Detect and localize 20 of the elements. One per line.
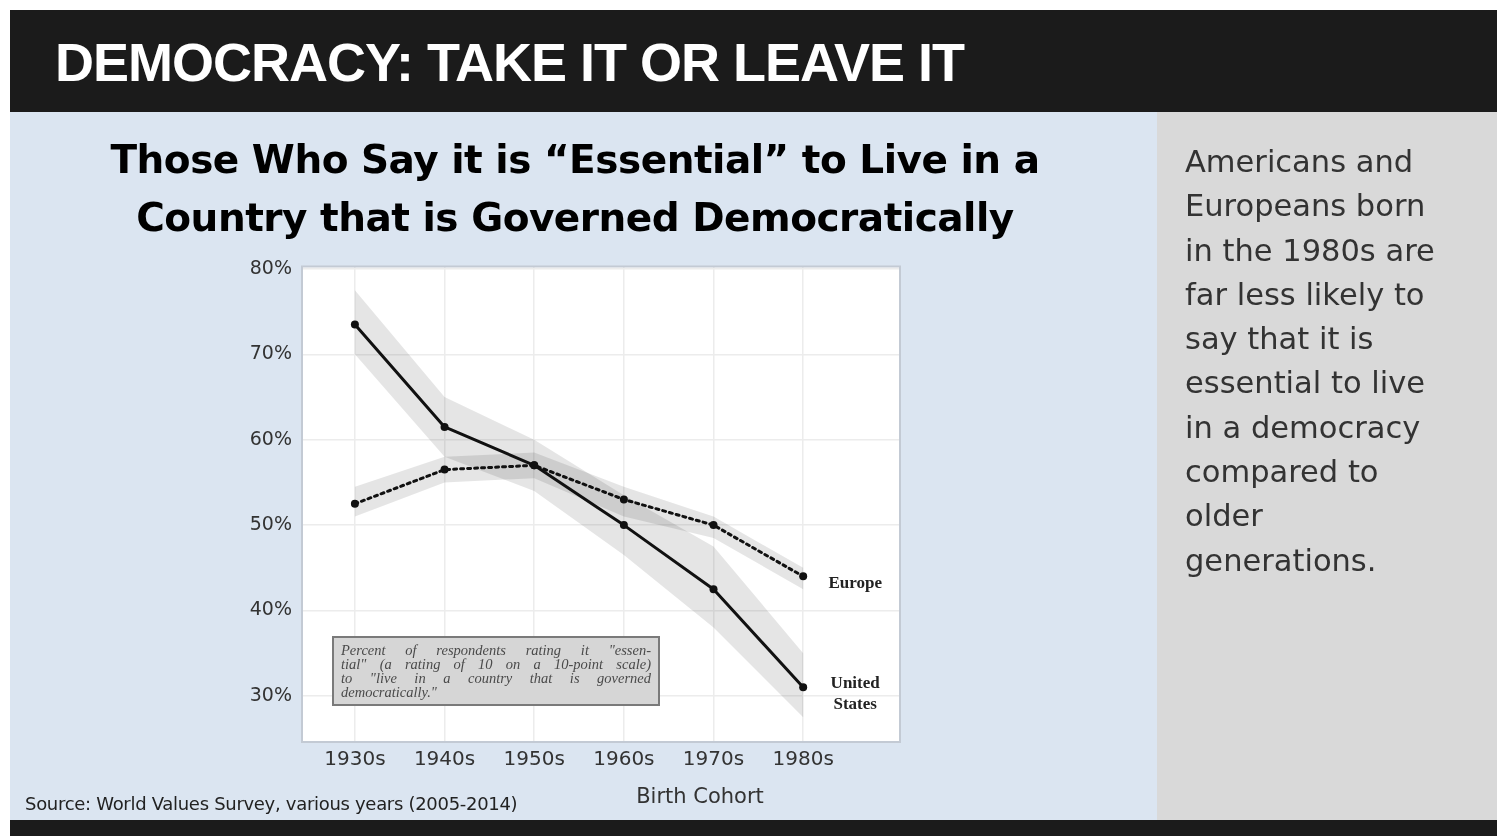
annotation: Percent of respondents rating it "essen- tial" (a rating of 10 on a 10-point scale) to "live in a country that is governed democratically." — [341, 642, 651, 700]
x-tick-label: 1970s — [682, 746, 745, 771]
series-label: United States — [830, 673, 881, 714]
y-tick-label: 50% — [249, 512, 292, 535]
series-label: Europe — [828, 572, 883, 592]
x-axis-title: Birth Cohort — [635, 784, 765, 808]
x-tick-label: 1960s — [593, 746, 655, 771]
y-tick-label: 30% — [249, 682, 292, 705]
x-tick-label: 1940s — [413, 746, 476, 771]
source-note: Source: World Values Survey, various years (2005-2014) — [25, 793, 518, 814]
text: Americans and Europeans born in the 1980s are far less likely to say that it is essential to live in a democracy compared to older generations. — [1185, 144, 1435, 578]
chart-title: DEMOCRACY: TAKE IT OR LEAVE IT — [55, 32, 964, 92]
chart-subtitle: Those Who Say it is “Essential” to Live in a Country that is Governed Democratically — [109, 136, 1041, 242]
x-tick-label: 1980s — [772, 746, 834, 771]
y-tick-label: 70% — [249, 341, 292, 364]
x-tick-label: 1950s — [503, 746, 565, 771]
y-tick-label: 40% — [249, 597, 292, 620]
y-tick-label: 80% — [249, 255, 292, 278]
y-tick-label: 60% — [249, 426, 292, 449]
x-tick-label: 1930s — [324, 746, 386, 771]
